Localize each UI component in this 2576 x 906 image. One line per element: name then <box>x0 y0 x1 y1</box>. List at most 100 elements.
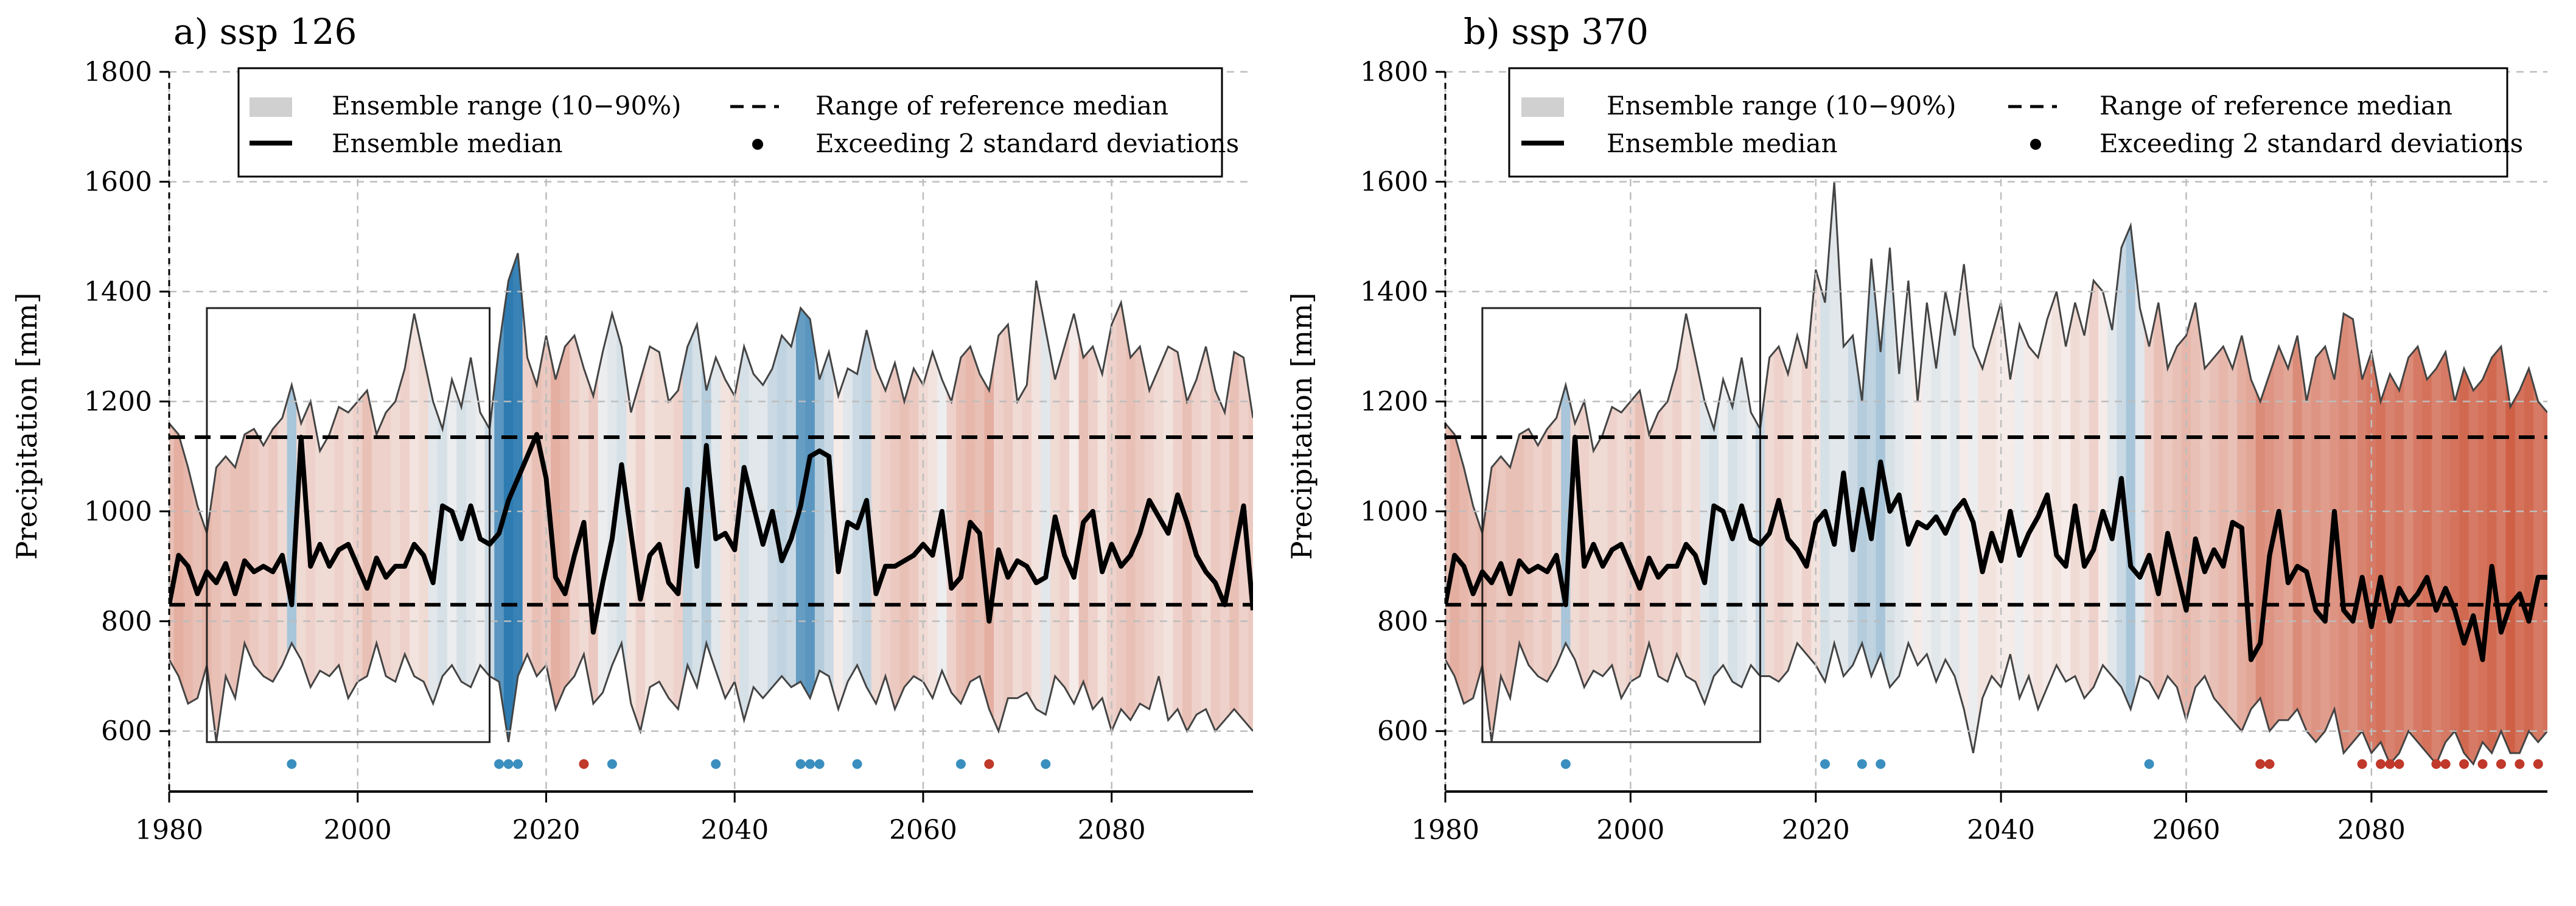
anomaly-stripe <box>1607 181 1618 764</box>
anomaly-stripe <box>607 253 618 742</box>
anomaly-stripe <box>2126 181 2136 764</box>
legend-label-exceed: Exceeding 2 standard deviations <box>815 128 1239 158</box>
anomaly-stripe <box>1866 181 1877 764</box>
anomaly-stripe <box>2394 181 2404 764</box>
y-tick-label: 1800 <box>84 57 152 88</box>
anomaly-stripe <box>1182 253 1193 742</box>
ensemble-median <box>169 432 1253 635</box>
anomaly-stripe <box>305 253 316 742</box>
exceed-point <box>1560 759 1571 769</box>
anomaly-stripe <box>1737 181 1747 764</box>
anomaly-stripe <box>428 253 439 742</box>
y-tick-label: 1600 <box>84 166 152 197</box>
y-tick-label: 1800 <box>1360 57 1428 88</box>
anomaly-stripe <box>1173 253 1183 742</box>
exceed-point <box>2394 759 2404 769</box>
anomaly-stripe <box>570 253 580 742</box>
anomaly-stripe <box>259 253 269 742</box>
anomaly-stripe <box>169 253 175 742</box>
x-tick-label: 2060 <box>889 815 957 846</box>
anomaly-stripe <box>909 253 920 742</box>
anomaly-stripe <box>1505 181 1515 764</box>
anomaly-stripe <box>1078 253 1089 742</box>
anomaly-stripe <box>664 253 674 742</box>
anomaly-stripe <box>2033 181 2044 764</box>
legend-swatch-exceed <box>752 139 763 150</box>
anomaly-stripe <box>400 253 410 742</box>
anomaly-stripe <box>862 253 872 742</box>
anomaly-stripe <box>871 253 882 742</box>
exceed-point <box>607 759 617 769</box>
anomaly-stripe <box>2089 181 2099 764</box>
legend-label-exceed: Exceeding 2 standard deviations <box>2100 128 2523 158</box>
anomaly-stripe <box>833 253 844 742</box>
anomaly-stripe <box>532 253 542 742</box>
exceed-point <box>852 759 862 769</box>
exceed-point <box>2264 759 2275 769</box>
exceed-point <box>984 759 994 769</box>
anomaly-stripe <box>777 253 787 742</box>
anomaly-stripe <box>1811 181 1821 764</box>
anomaly-stripe <box>522 253 533 742</box>
anomaly-stripe <box>2431 181 2442 764</box>
anomaly-stripe <box>230 253 240 742</box>
anomaly-stripe <box>503 253 514 742</box>
anomaly-stripe <box>1561 181 1571 764</box>
anomaly-stripe <box>2459 181 2470 764</box>
anomaly-stripe <box>334 253 344 742</box>
anomaly-stripe <box>2051 181 2062 764</box>
exceed-point <box>955 759 966 769</box>
anomaly-stripe <box>1950 181 1960 764</box>
anomaly-stripe <box>1941 181 1951 764</box>
anomaly-stripe <box>2264 181 2275 764</box>
anomaly-stripe <box>560 253 570 742</box>
x-tick-label: 2000 <box>1596 815 1664 846</box>
reference-range <box>169 435 1253 607</box>
exceed-point <box>795 759 806 769</box>
anomaly-stripe <box>2005 181 2016 764</box>
y-tick-label: 800 <box>101 606 152 637</box>
anomaly-stripe <box>1031 253 1042 742</box>
x-tick-label: 2000 <box>324 815 392 846</box>
anomaly-stripe <box>1192 253 1202 742</box>
anomaly-stripe <box>975 253 985 742</box>
anomaly-stripe <box>1876 181 1886 764</box>
exceed-point <box>2515 759 2525 769</box>
exceed-point <box>2357 759 2367 769</box>
anomaly-stripe <box>1820 181 1831 764</box>
anomaly-stripe <box>2543 181 2547 764</box>
anomaly-stripe <box>749 253 759 742</box>
q10-line <box>169 639 1253 743</box>
exceed-point <box>287 759 297 769</box>
anomaly-stripe <box>1904 181 1914 764</box>
legend-label-range: Ensemble range (10−90%) <box>1607 91 1956 121</box>
anomaly-stripe <box>1248 253 1253 742</box>
anomaly-stripe <box>635 253 646 742</box>
anomaly-stripe <box>2348 181 2358 764</box>
anomaly-stripe <box>494 253 504 742</box>
anomaly-stripe <box>1238 253 1249 742</box>
anomaly-stripe <box>2524 181 2534 764</box>
anomaly-stripe <box>1700 181 1710 764</box>
anomaly-stripe <box>2496 181 2507 764</box>
anomaly-stripe <box>1783 181 1793 764</box>
anomaly-stripe <box>1681 181 1692 764</box>
anomaly-stripe <box>1922 181 1932 764</box>
anomaly-stripe <box>824 253 834 742</box>
anomaly-stripe <box>1022 253 1032 742</box>
anomaly-stripe <box>1635 181 1645 764</box>
anomaly-stripe <box>1838 181 1849 764</box>
x-tick-label: 2040 <box>1967 815 2035 846</box>
exceed-point <box>2459 759 2470 769</box>
exceed-point <box>814 759 825 769</box>
legend-swatch-range <box>1521 97 1564 117</box>
x-tick-label: 2080 <box>2337 815 2406 846</box>
anomaly-stripe <box>1931 181 1941 764</box>
anomaly-stripe <box>2117 181 2127 764</box>
anomaly-stripe <box>1857 181 1868 764</box>
y-tick-label: 600 <box>101 716 152 747</box>
exceed-point <box>513 759 523 769</box>
legend-label-refrange: Range of reference median <box>2100 91 2452 121</box>
anomaly-stripe <box>1003 253 1013 742</box>
reference-box <box>206 307 491 743</box>
